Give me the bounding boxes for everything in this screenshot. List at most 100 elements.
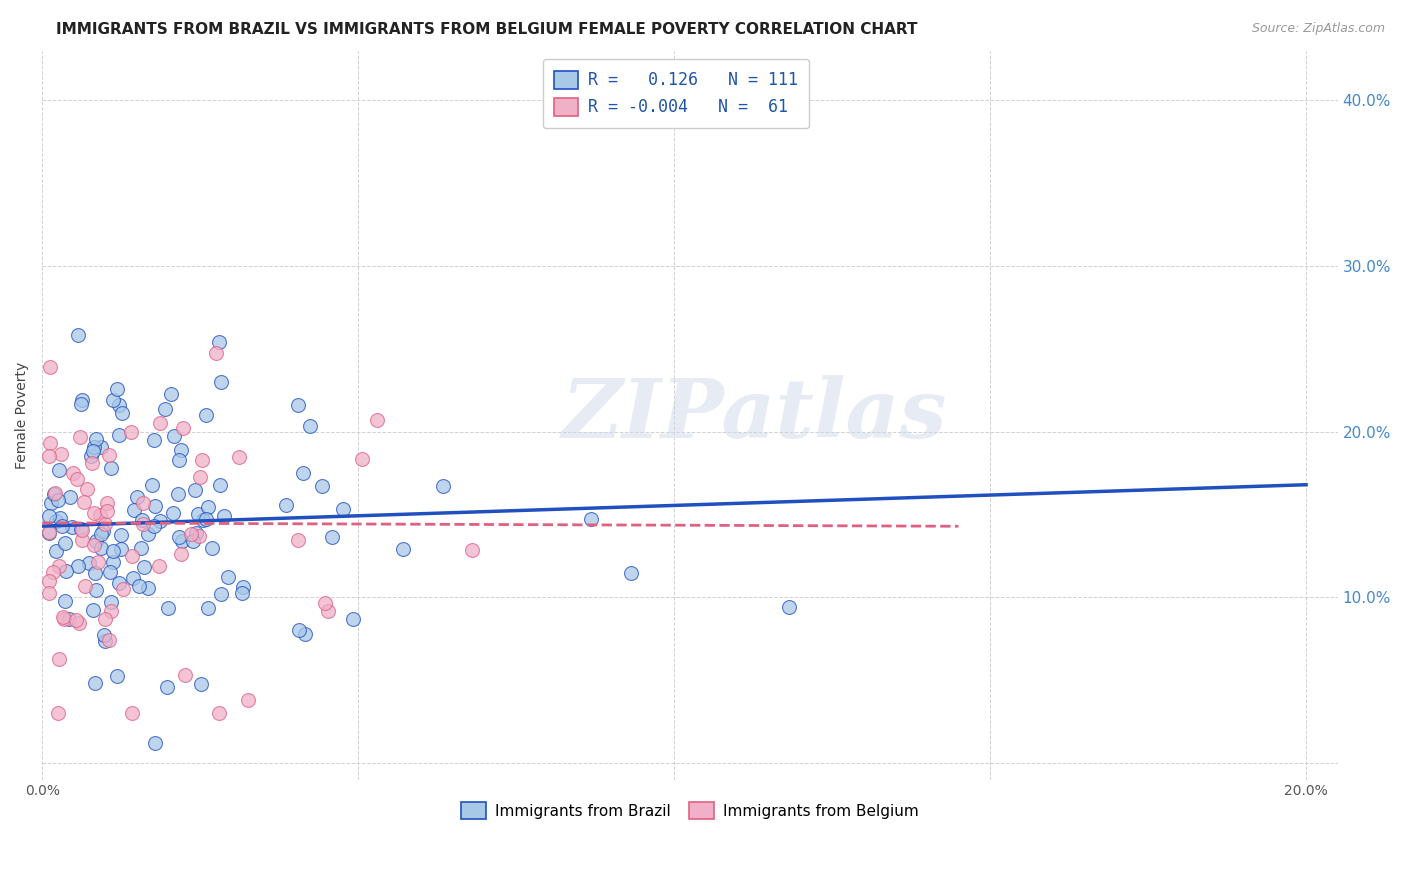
Point xyxy=(122,571,145,585)
Point xyxy=(120,425,142,439)
Point xyxy=(84,566,107,581)
Point xyxy=(190,677,212,691)
Point xyxy=(232,580,254,594)
Point xyxy=(67,327,90,342)
Point xyxy=(299,418,322,433)
Point xyxy=(321,530,343,544)
Point xyxy=(121,706,143,721)
Point xyxy=(84,433,107,447)
Point xyxy=(79,450,101,464)
Point xyxy=(162,506,184,520)
Point xyxy=(66,558,89,573)
Point xyxy=(98,566,121,580)
Point xyxy=(38,524,60,539)
Point xyxy=(231,586,253,600)
Point xyxy=(194,512,217,526)
Point xyxy=(184,525,207,540)
Point xyxy=(53,535,76,549)
Point xyxy=(76,482,98,496)
Point xyxy=(38,574,60,589)
Point xyxy=(90,440,112,454)
Point xyxy=(93,524,115,538)
Point xyxy=(80,456,103,470)
Point xyxy=(132,517,155,532)
Legend: Immigrants from Brazil, Immigrants from Belgium: Immigrants from Brazil, Immigrants from … xyxy=(454,795,927,827)
Point xyxy=(153,402,176,417)
Point xyxy=(66,472,89,486)
Point xyxy=(93,628,115,642)
Point xyxy=(208,706,231,721)
Point xyxy=(96,496,118,510)
Point xyxy=(55,564,77,578)
Point xyxy=(69,522,91,536)
Point xyxy=(39,496,62,510)
Point xyxy=(209,478,232,492)
Point xyxy=(122,503,145,517)
Point xyxy=(59,491,82,505)
Point xyxy=(391,541,413,556)
Point xyxy=(167,486,190,500)
Point xyxy=(209,587,232,601)
Point xyxy=(44,487,66,501)
Point xyxy=(46,706,69,721)
Point xyxy=(620,566,643,581)
Point xyxy=(97,448,120,462)
Text: Source: ZipAtlas.com: Source: ZipAtlas.com xyxy=(1251,22,1385,36)
Point xyxy=(38,525,60,540)
Point xyxy=(148,558,170,573)
Point xyxy=(287,533,309,548)
Point xyxy=(121,549,143,563)
Point xyxy=(125,490,148,504)
Point xyxy=(208,335,231,350)
Point xyxy=(82,443,104,458)
Point xyxy=(83,507,105,521)
Point xyxy=(72,392,94,407)
Point xyxy=(169,530,191,544)
Point xyxy=(110,542,132,557)
Point xyxy=(38,509,60,524)
Point xyxy=(190,453,212,467)
Point xyxy=(197,600,219,615)
Point xyxy=(70,397,93,411)
Point xyxy=(131,513,153,527)
Point xyxy=(93,634,115,648)
Point xyxy=(105,383,128,397)
Point xyxy=(73,579,96,593)
Point xyxy=(70,523,93,537)
Point xyxy=(132,560,155,574)
Point xyxy=(163,428,186,442)
Point xyxy=(212,509,235,524)
Point xyxy=(314,596,336,610)
Point xyxy=(83,440,105,454)
Point xyxy=(136,526,159,541)
Point xyxy=(38,436,60,450)
Point xyxy=(107,398,129,412)
Point xyxy=(83,538,105,552)
Point xyxy=(778,600,800,615)
Point xyxy=(69,430,91,444)
Point xyxy=(460,542,482,557)
Text: ZIPatlas: ZIPatlas xyxy=(562,376,948,455)
Point xyxy=(111,582,134,596)
Point xyxy=(58,612,80,626)
Point xyxy=(143,735,166,749)
Point xyxy=(228,450,250,464)
Point xyxy=(238,693,260,707)
Point xyxy=(77,556,100,570)
Point xyxy=(48,558,70,573)
Point xyxy=(89,508,111,522)
Point xyxy=(143,500,166,514)
Point xyxy=(100,461,122,475)
Point xyxy=(45,544,67,558)
Point xyxy=(86,533,108,548)
Point xyxy=(190,470,212,484)
Point xyxy=(65,613,87,627)
Point xyxy=(44,485,66,500)
Point xyxy=(149,515,172,529)
Point xyxy=(96,504,118,518)
Point xyxy=(288,623,311,637)
Point xyxy=(184,483,207,497)
Point xyxy=(105,669,128,683)
Point xyxy=(111,406,134,420)
Point xyxy=(86,556,108,570)
